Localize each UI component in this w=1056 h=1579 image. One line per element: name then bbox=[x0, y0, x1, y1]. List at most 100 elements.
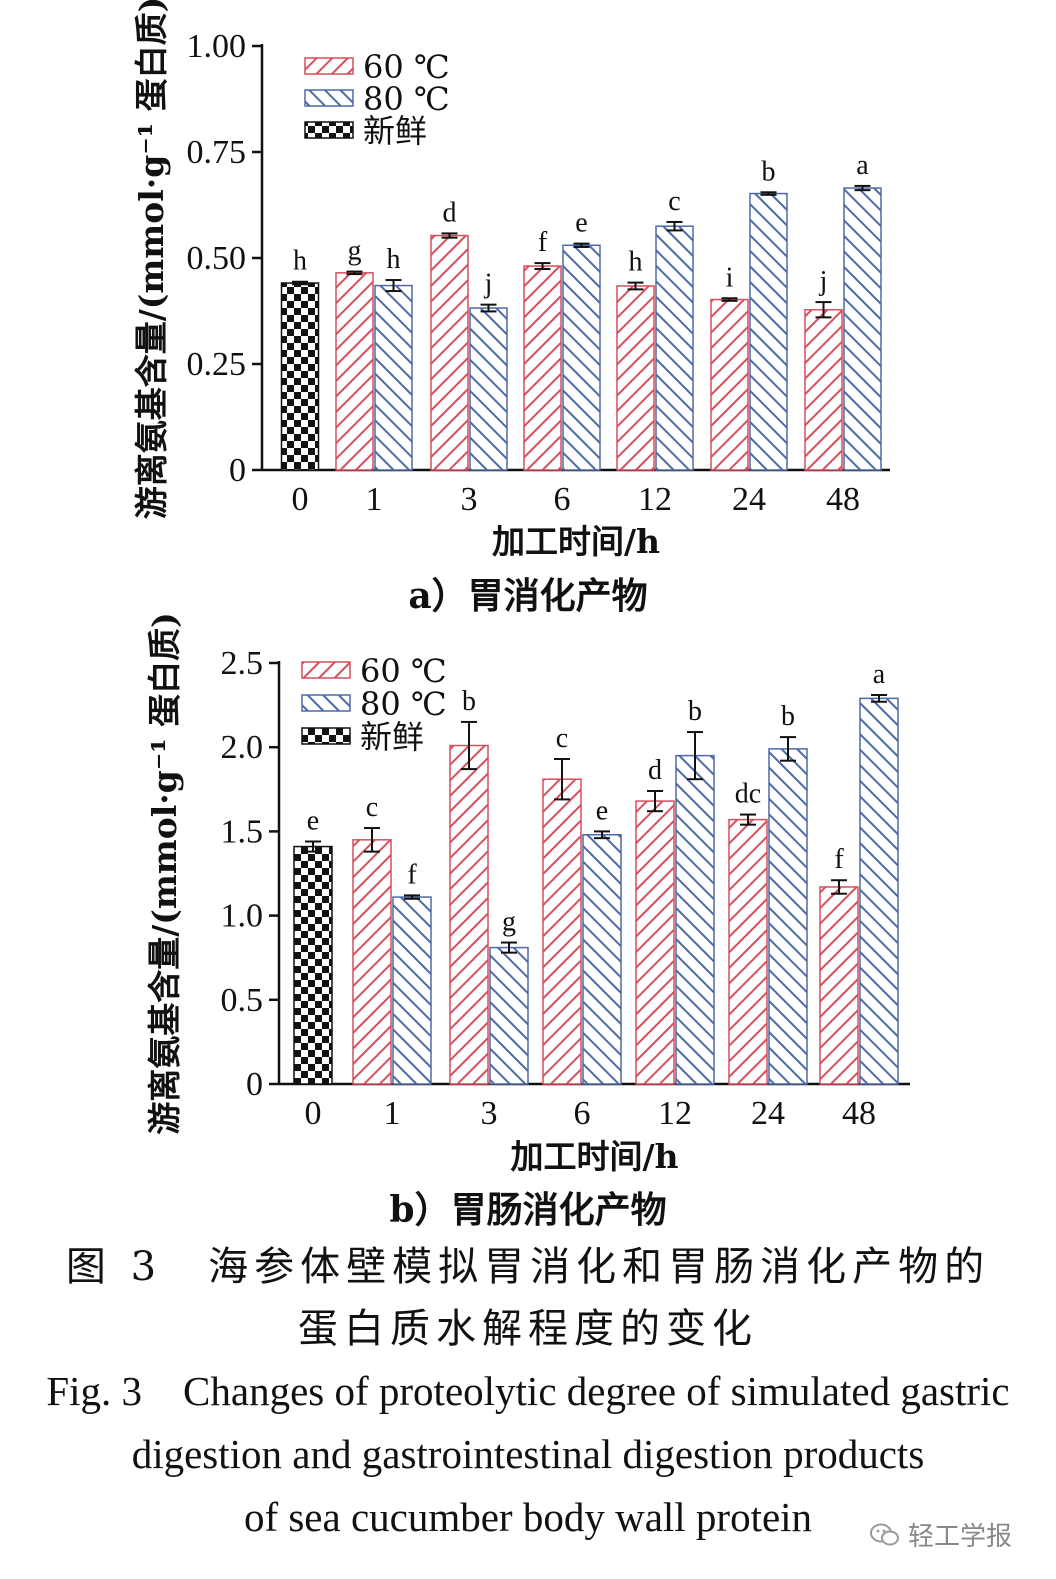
y-tick-label: 1.5 bbox=[221, 813, 264, 850]
significance-label: a bbox=[856, 150, 869, 181]
figure-svg: 0 0.25 0.50 0.75 1.00 0 1 3 6 12 24 48 加工时间/h 游离氨基含量/… bbox=[132, 0, 910, 1231]
significance-label: c bbox=[668, 186, 680, 217]
bar bbox=[582, 834, 622, 1085]
significance-label: h bbox=[293, 246, 307, 277]
significance-label: h bbox=[387, 244, 401, 275]
legend-label: 80 ℃ bbox=[363, 80, 450, 118]
x-tick-label: 48 bbox=[842, 1095, 876, 1132]
watermark-text: 轻工学报 bbox=[907, 1522, 1012, 1552]
bar bbox=[728, 818, 768, 1085]
significance-label: dc bbox=[735, 779, 761, 810]
caption-en-line2: digestion and gastrointestinal digestion… bbox=[131, 1431, 925, 1477]
y-tick-label: 0.50 bbox=[187, 240, 247, 277]
significance-label: d bbox=[648, 755, 662, 786]
bar bbox=[469, 307, 508, 471]
significance-label: d bbox=[443, 197, 457, 228]
legend-swatch bbox=[304, 89, 354, 107]
bar bbox=[655, 225, 694, 471]
significance-label: e bbox=[596, 795, 608, 826]
y-tick-label: 0 bbox=[246, 1066, 263, 1103]
wechat-icon bbox=[869, 1523, 899, 1545]
x-tick-label: 3 bbox=[461, 481, 478, 518]
x-axis-title: 加工时间/h bbox=[492, 522, 660, 561]
significance-label: b bbox=[762, 156, 776, 187]
legend-swatch bbox=[304, 57, 354, 75]
caption-zh-line2: 蛋白质水解程度的变化 bbox=[298, 1306, 758, 1352]
x-tick-label: 24 bbox=[732, 481, 766, 518]
bar bbox=[542, 778, 582, 1085]
y-tick-label: 0.25 bbox=[187, 346, 247, 383]
bar bbox=[710, 298, 749, 471]
x-tick-label: 3 bbox=[481, 1095, 498, 1132]
significance-label: f bbox=[834, 844, 844, 875]
y-tick-label: 2.5 bbox=[221, 645, 264, 682]
significance-label: c bbox=[366, 792, 378, 823]
bar bbox=[859, 697, 899, 1085]
x-tick-label: 1 bbox=[384, 1095, 401, 1132]
chart-b: 0 0.5 1.0 1.5 2.0 2.5 0 1 3 6 12 24 48 加工时间/h 游离氨基含量/(… bbox=[145, 612, 910, 1231]
significance-label: g bbox=[502, 907, 516, 938]
legend-label: 80 ℃ bbox=[360, 685, 447, 723]
significance-label: e bbox=[307, 806, 319, 837]
caption-en-line3: of sea cucumber body wall protein bbox=[243, 1494, 813, 1540]
x-tick-label: 1 bbox=[366, 481, 383, 518]
bar bbox=[374, 284, 413, 471]
x-tick-label: 6 bbox=[574, 1095, 591, 1132]
bar bbox=[335, 272, 374, 471]
bar bbox=[675, 754, 715, 1085]
y-tick-label: 1.0 bbox=[221, 898, 264, 935]
bar bbox=[489, 946, 529, 1085]
x-tick-label: 0 bbox=[292, 481, 309, 518]
x-tick-label: 24 bbox=[751, 1095, 785, 1132]
significance-label: b bbox=[781, 701, 795, 732]
x-tick-label: 6 bbox=[554, 481, 571, 518]
significance-label: h bbox=[629, 247, 643, 278]
y-tick-label: 2.0 bbox=[221, 729, 264, 766]
caption-zh-line1: 图 3 海参体壁模拟胃消化和胃肠消化产物的 bbox=[65, 1244, 991, 1290]
legend-label: 60 ℃ bbox=[363, 48, 450, 86]
y-axis-title: 游离氨基含量/(mmol·g⁻¹ 蛋白质) bbox=[145, 612, 184, 1135]
bar bbox=[562, 244, 601, 471]
legend-label: 60 ℃ bbox=[360, 652, 447, 690]
watermark: 轻工学报 bbox=[869, 1516, 1012, 1553]
bar bbox=[392, 896, 432, 1085]
chart-a: 0 0.25 0.50 0.75 1.00 0 1 3 6 12 24 48 加工时间/h 游离氨基含量/… bbox=[132, 0, 890, 617]
significance-label: b bbox=[462, 686, 476, 717]
legend-swatch bbox=[304, 121, 354, 139]
significance-label: i bbox=[726, 262, 734, 293]
bar bbox=[768, 748, 808, 1085]
bar bbox=[804, 308, 843, 471]
y-axis-title: 游离氨基含量/(mmol·g⁻¹ 蛋白质) bbox=[132, 0, 171, 519]
bar bbox=[449, 744, 489, 1085]
significance-label: g bbox=[348, 236, 362, 267]
bar bbox=[616, 285, 655, 471]
bar bbox=[293, 845, 333, 1085]
y-tick-label: 0.5 bbox=[221, 982, 264, 1019]
bar bbox=[635, 800, 675, 1085]
figure-caption: 图 3 海参体壁模拟胃消化和胃肠消化产物的 蛋白质水解程度的变化 Fig. 3 … bbox=[0, 1236, 1056, 1549]
bar bbox=[843, 187, 882, 471]
significance-label: c bbox=[556, 723, 568, 754]
significance-label: b bbox=[688, 696, 702, 727]
x-tick-label: 48 bbox=[826, 481, 860, 518]
caption-en-line1: Fig. 3 Changes of proteolytic degree of … bbox=[46, 1368, 1010, 1414]
subplot-title: a）胃消化产物 bbox=[408, 575, 647, 617]
bar bbox=[523, 265, 562, 471]
bar bbox=[280, 282, 320, 471]
legend-label: 新鲜 bbox=[363, 112, 427, 150]
x-tick-label: 12 bbox=[638, 481, 672, 518]
significance-label: f bbox=[538, 227, 548, 258]
y-tick-label: 1.00 bbox=[187, 28, 247, 65]
significance-label: j bbox=[819, 266, 828, 297]
y-tick-label: 0.75 bbox=[187, 134, 247, 171]
legend-label: 新鲜 bbox=[360, 718, 424, 756]
legend-swatch bbox=[301, 694, 351, 712]
legend-swatch bbox=[301, 661, 351, 679]
x-axis-title: 加工时间/h bbox=[510, 1137, 678, 1176]
bar bbox=[430, 234, 469, 471]
significance-label: e bbox=[575, 208, 587, 239]
bar bbox=[819, 886, 859, 1085]
x-tick-label: 12 bbox=[658, 1095, 692, 1132]
bar bbox=[352, 839, 392, 1085]
significance-label: a bbox=[873, 659, 886, 690]
